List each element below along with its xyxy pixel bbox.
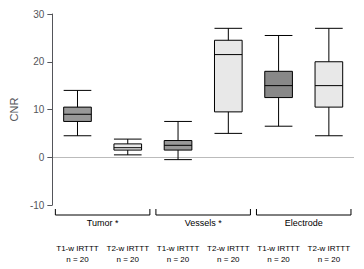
svg-text:0: 0	[39, 152, 45, 163]
svg-text:T1-w IRTTT: T1-w IRTTT	[157, 244, 200, 253]
svg-text:T1-w IRTTT: T1-w IRTTT	[257, 244, 300, 253]
svg-text:n = 20: n = 20	[117, 255, 140, 264]
svg-text:30: 30	[33, 9, 45, 20]
svg-text:20: 20	[33, 56, 45, 67]
svg-text:n = 20: n = 20	[66, 255, 89, 264]
svg-text:n = 20: n = 20	[267, 255, 290, 264]
svg-text:T2-w IRTTT: T2-w IRTTT	[107, 244, 150, 253]
svg-text:-10: -10	[30, 200, 45, 211]
svg-text:T1-w IRTTT: T1-w IRTTT	[56, 244, 99, 253]
svg-text:Electrode: Electrode	[285, 218, 323, 228]
svg-text:n = 20: n = 20	[217, 255, 240, 264]
svg-text:Vessels *: Vessels *	[185, 218, 223, 228]
svg-text:CNR: CNR	[8, 98, 20, 122]
svg-text:T2-w IRTTT: T2-w IRTTT	[308, 244, 351, 253]
svg-text:Tumor *: Tumor *	[87, 218, 119, 228]
svg-text:n = 20: n = 20	[167, 255, 190, 264]
svg-text:10: 10	[33, 104, 45, 115]
svg-text:n = 20: n = 20	[318, 255, 341, 264]
svg-text:T2-w IRTTT: T2-w IRTTT	[207, 244, 250, 253]
